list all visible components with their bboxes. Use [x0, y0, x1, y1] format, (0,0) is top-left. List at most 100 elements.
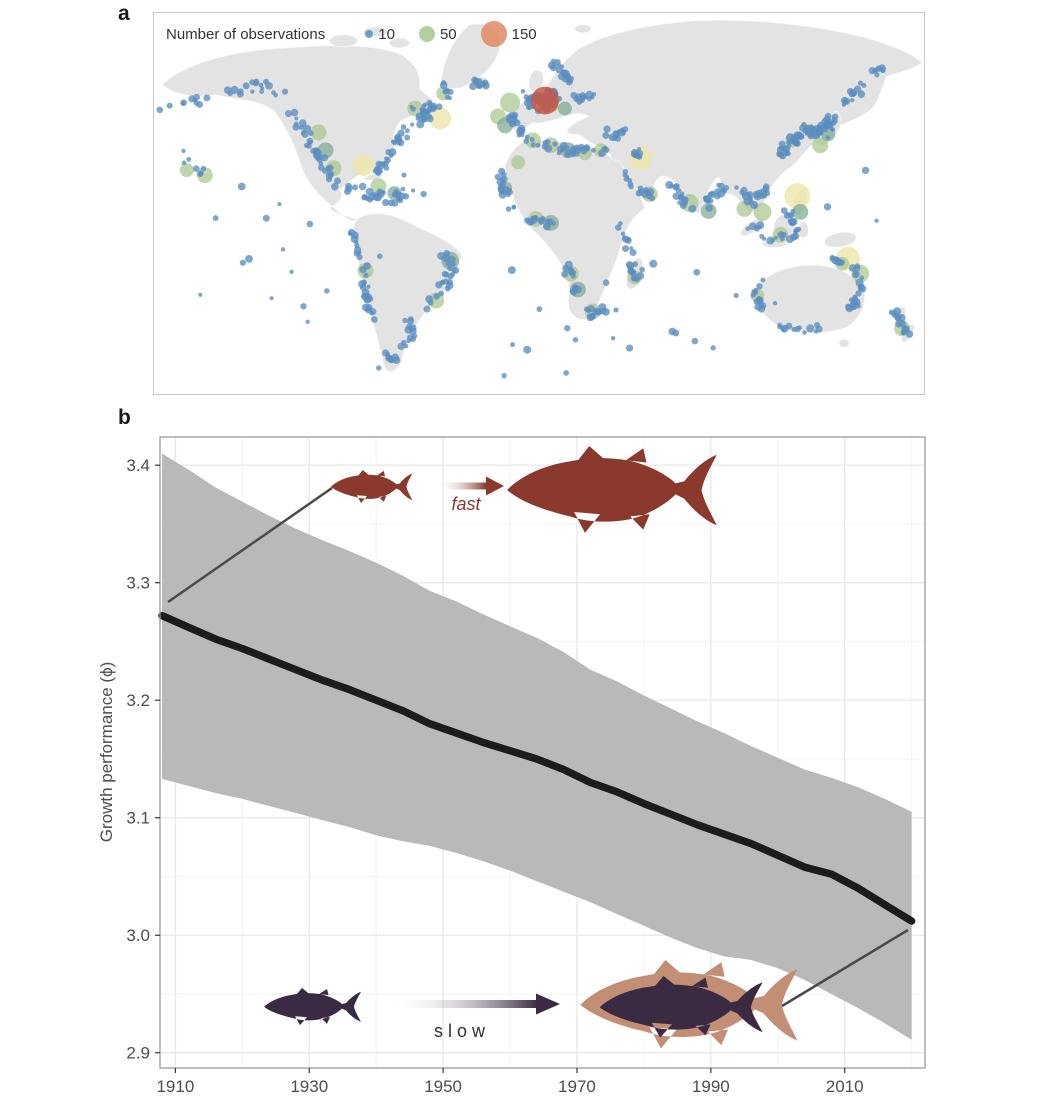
- y-axis-title: Growth performance (ϕ): [97, 662, 116, 843]
- observation-dot: [547, 61, 556, 70]
- observation-dot: [691, 337, 699, 345]
- observation-dot: [615, 224, 622, 231]
- observation-dot: [790, 208, 796, 214]
- observation-dot: [481, 79, 489, 87]
- observation-dot: [868, 67, 876, 75]
- chart-plot-area: 2.9 3.0 3.1 3.2 3.3 3.4 1910 1930 1950 1970 1990 20…: [126, 436, 926, 1096]
- observation-dot: [529, 220, 534, 226]
- observation-dot: [477, 84, 483, 90]
- observation-dot: [500, 171, 507, 178]
- observation-dot: [400, 186, 406, 192]
- observation-dot: [743, 197, 752, 206]
- observation-dot: [402, 317, 408, 324]
- observation-dot: [780, 326, 786, 331]
- slow-arrow-shaft: [390, 1000, 538, 1008]
- observation-dot: [672, 184, 680, 191]
- observation-dot: [672, 192, 680, 200]
- medium-observation-dot-icon: [418, 26, 435, 42]
- observation-dot: [427, 101, 434, 109]
- observation-dot: [618, 221, 623, 226]
- observation-dot: [570, 273, 577, 279]
- panel-a-label: a: [118, 2, 130, 25]
- observation-dot: [849, 298, 857, 306]
- observation-dot: [289, 269, 294, 275]
- observation-dot: [745, 226, 751, 231]
- large-observation-dot-icon: [480, 21, 507, 47]
- observation-dot: [258, 82, 264, 88]
- annotation-line-slow-fish-to-end: [781, 928, 909, 1008]
- observation-dot: [180, 101, 186, 107]
- observation-dot: [857, 284, 865, 292]
- observation-dot: [424, 109, 431, 116]
- observation-dot: [637, 185, 644, 192]
- observation-dot: [415, 115, 421, 121]
- observation-dot: [614, 135, 621, 142]
- observation-dot: [849, 89, 858, 97]
- observation-dot: [621, 245, 629, 253]
- observation-cluster-dot: [179, 163, 194, 178]
- observation-dot: [420, 190, 427, 198]
- observation-dot: [401, 172, 407, 178]
- observation-dot: [358, 182, 367, 191]
- observation-dot: [395, 191, 402, 198]
- observation-dot: [791, 140, 796, 145]
- small-observation-dot-icon: [365, 30, 374, 38]
- x-tick-label: 1930: [290, 1077, 328, 1096]
- observation-dot: [626, 262, 635, 270]
- observation-dot: [498, 190, 507, 199]
- x-tick-label: 1950: [424, 1077, 462, 1096]
- observation-dot: [620, 231, 626, 237]
- small-fast-fish-icon: [330, 470, 413, 504]
- observation-dot: [388, 357, 394, 363]
- observation-dot: [563, 73, 570, 81]
- observation-dot: [752, 191, 760, 198]
- svalbard: [574, 24, 592, 34]
- observation-dot: [237, 182, 246, 191]
- observation-dot: [772, 300, 778, 306]
- observation-dot: [353, 246, 362, 254]
- observation-dot: [443, 271, 450, 278]
- observation-dot: [305, 319, 310, 324]
- observation-dot: [382, 199, 390, 207]
- observation-dot: [834, 256, 840, 262]
- observation-dot: [416, 120, 425, 129]
- observation-dot: [570, 91, 578, 99]
- observation-dot: [444, 285, 451, 292]
- observation-cluster-dot: [812, 137, 829, 154]
- observation-dot: [423, 305, 431, 313]
- observation-dot: [363, 297, 369, 303]
- panel-b-label: b: [118, 406, 131, 429]
- observation-dot: [583, 95, 588, 100]
- confidence-band: [162, 453, 912, 1040]
- observation-dot: [874, 72, 880, 78]
- observation-dot: [591, 147, 596, 153]
- observation-dot: [532, 215, 538, 221]
- observation-dot: [403, 343, 409, 349]
- observation-dot: [290, 108, 299, 117]
- observation-dot: [717, 189, 726, 198]
- observation-dot: [578, 143, 585, 151]
- observation-dot: [520, 89, 526, 94]
- observation-dot: [345, 185, 353, 193]
- observation-dot: [524, 134, 530, 140]
- observation-dot: [838, 259, 845, 266]
- observation-dot: [770, 238, 775, 243]
- observation-dot: [625, 344, 634, 352]
- observation-dot: [552, 141, 558, 147]
- observation-dot: [376, 365, 382, 371]
- observation-dot: [815, 127, 822, 135]
- y-tick-label: 3.2: [126, 691, 150, 710]
- observation-dot: [310, 147, 317, 155]
- observation-dot: [603, 125, 611, 133]
- observation-cluster-dot: [792, 203, 809, 220]
- observation-dot: [668, 327, 677, 336]
- observation-dot: [501, 373, 507, 379]
- observation-dot: [262, 214, 270, 222]
- observation-dot: [780, 207, 788, 215]
- observation-cluster-dot-max: [531, 86, 559, 115]
- observation-dot: [723, 184, 730, 191]
- observation-dot: [259, 89, 265, 94]
- legend-item-10: 10: [365, 26, 395, 43]
- observation-dot: [623, 175, 630, 182]
